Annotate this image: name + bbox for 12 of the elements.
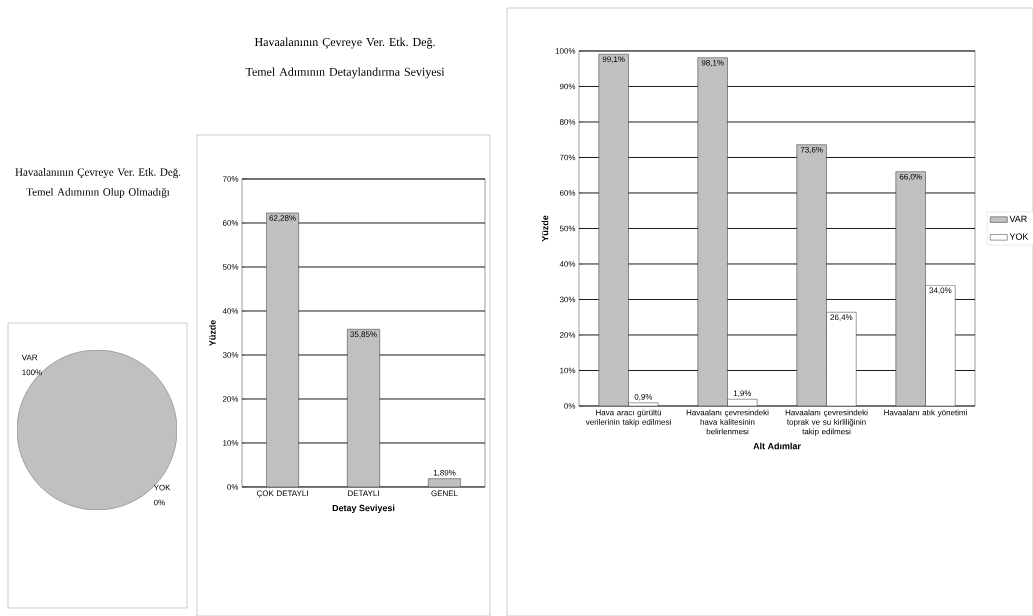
legend-label: YOK	[1009, 233, 1029, 240]
bar	[598, 53, 629, 406]
legend-label: VAR	[1009, 215, 1027, 222]
bar	[895, 171, 926, 406]
bar	[697, 57, 728, 406]
chart-title: Havaalanının Çevreye Ver. Etk. Değ. Temel Adımının Olup Olmadığı	[15, 168, 181, 198]
chart-title: Havaalanının Çevreye Ver. Etk. Değ. Temel Adımının Detaylandırma Seviyesi	[245, 37, 445, 79]
y-axis-title: Yüzde	[541, 215, 549, 242]
x-axis-title: Alt Adımlar	[753, 442, 801, 450]
x-axis-title: Detay Seviyesi	[332, 504, 395, 513]
y-axis-title: Yüzde	[209, 320, 216, 347]
bar	[796, 144, 827, 406]
